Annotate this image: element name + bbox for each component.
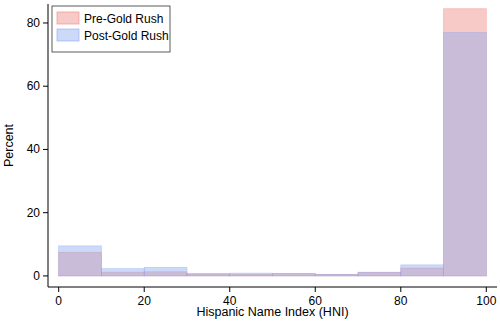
legend-label: Post-Gold Rush (84, 29, 169, 43)
histogram-bar (444, 9, 487, 276)
histogram-bar (273, 274, 316, 276)
y-tick (43, 275, 48, 276)
y-tick (43, 212, 48, 213)
histogram-bar (187, 274, 230, 276)
x-tick (315, 287, 316, 292)
y-axis-label: Percent (2, 123, 16, 167)
y-tick (43, 22, 48, 23)
y-tick-label: 20 (27, 206, 41, 220)
x-tick-label: 20 (138, 294, 152, 308)
y-tick-label: 40 (27, 142, 41, 156)
histogram-bar (101, 269, 144, 276)
legend-label: Pre-Gold Rush (84, 12, 163, 26)
histogram-bar (59, 246, 102, 276)
x-tick-label: 80 (394, 294, 408, 308)
chart-container: 020406080020406080100Hispanic Name Index… (0, 0, 500, 322)
histogram-bar (401, 265, 444, 276)
y-tick-label: 0 (33, 269, 40, 283)
x-tick (58, 287, 59, 292)
x-tick (144, 287, 145, 292)
histogram-bar (315, 274, 358, 276)
histogram-bar (358, 272, 401, 275)
x-tick (486, 287, 487, 292)
y-tick (43, 149, 48, 150)
x-tick (229, 287, 230, 292)
x-tick-label: 0 (55, 294, 62, 308)
y-tick-label: 60 (27, 79, 41, 93)
histogram-bar (230, 273, 273, 276)
y-tick (43, 86, 48, 87)
y-axis-line (48, 4, 49, 287)
legend-swatch (57, 29, 79, 41)
x-tick-label: 100 (476, 294, 496, 308)
background (0, 0, 500, 322)
chart-svg: 020406080020406080100Hispanic Name Index… (0, 0, 500, 322)
legend-swatch (57, 12, 79, 24)
histogram-bar (444, 32, 487, 275)
histogram-bar (273, 273, 316, 276)
histogram-bar (144, 267, 187, 276)
x-axis-label: Hispanic Name Index (HNI) (196, 305, 348, 319)
histogram-bar (315, 274, 358, 276)
histogram-bar (358, 272, 401, 276)
x-tick (400, 287, 401, 292)
histogram-bar (187, 273, 230, 276)
y-tick-label: 80 (27, 16, 41, 30)
legend: Pre-Gold Rush Post-Gold Rush (52, 6, 170, 52)
legend-box (52, 6, 170, 52)
x-axis-line (48, 287, 497, 288)
